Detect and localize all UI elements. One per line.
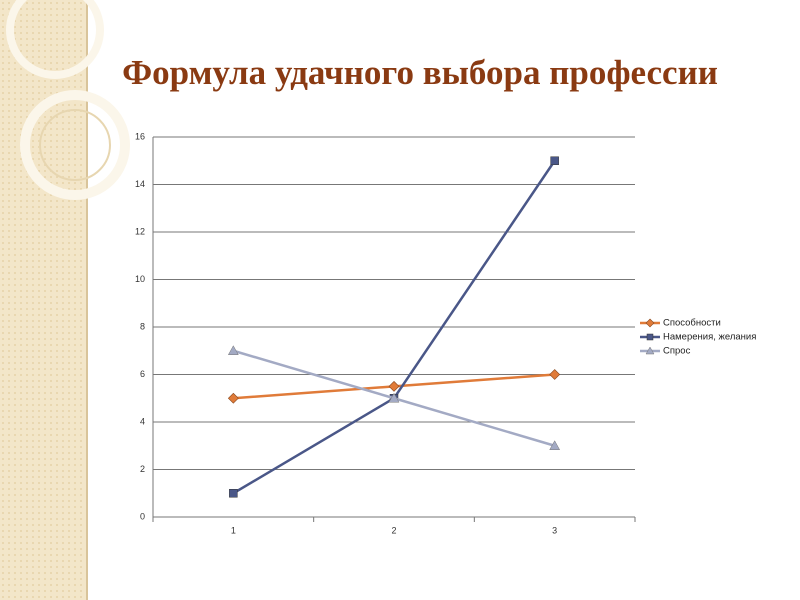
marker (227, 392, 239, 404)
x-tick-label: 1 (231, 525, 236, 535)
marker (229, 489, 238, 498)
marker (645, 318, 655, 328)
y-tick-label: 8 (140, 321, 145, 331)
marker (388, 380, 400, 392)
marker (645, 346, 655, 355)
decor-circle (6, 0, 104, 79)
side-strip (0, 0, 86, 600)
legend-label: Спрос (663, 346, 691, 357)
x-tick-label: 2 (391, 525, 396, 535)
legend-label: Намерения, желания (663, 332, 756, 343)
y-tick-label: 12 (135, 226, 145, 236)
y-tick-label: 6 (140, 369, 145, 379)
decor-circle (20, 90, 130, 200)
y-tick-label: 2 (140, 464, 145, 474)
y-tick-label: 16 (135, 131, 145, 141)
marker (549, 369, 561, 380)
y-tick-label: 10 (135, 274, 145, 284)
y-tick-label: 4 (140, 416, 145, 426)
x-tick-label: 3 (552, 525, 557, 535)
chart-title: Формула удачного выбора профессии (122, 53, 718, 92)
marker (227, 345, 239, 355)
marker (549, 440, 561, 450)
marker (550, 156, 559, 165)
marker (388, 392, 400, 403)
y-tick-label: 0 (140, 511, 145, 521)
y-tick-label: 14 (135, 179, 145, 189)
decor-circle (39, 109, 111, 181)
legend-label: Способности (663, 318, 721, 329)
marker (646, 333, 654, 341)
